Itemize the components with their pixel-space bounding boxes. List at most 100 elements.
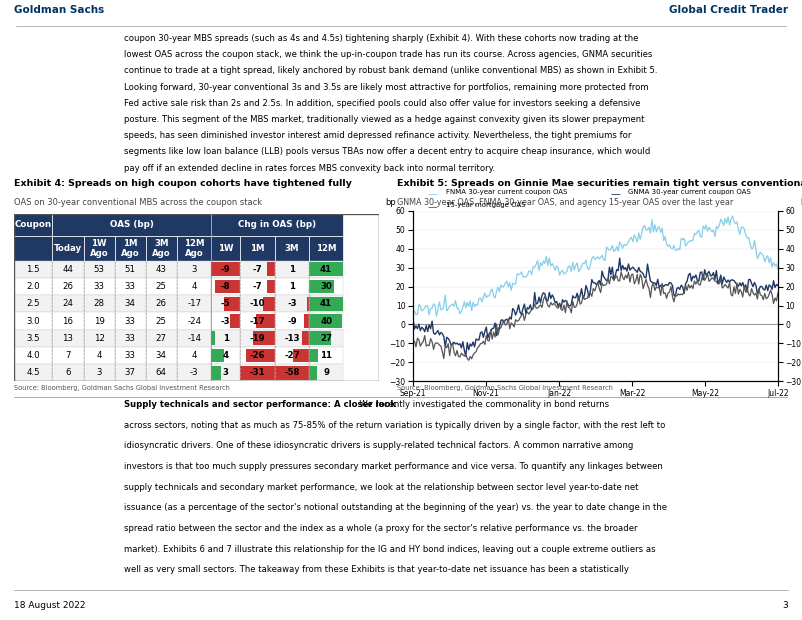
Text: -58: -58	[284, 368, 300, 377]
Text: -17: -17	[249, 317, 265, 326]
Bar	[310, 278, 342, 295]
Text: Global Credit Trader: Global Credit Trader	[669, 5, 788, 15]
Text: 27: 27	[320, 334, 332, 343]
Bar	[215, 280, 240, 293]
Text: -10: -10	[249, 299, 265, 308]
Text: 3: 3	[782, 601, 788, 610]
Bar	[274, 364, 310, 381]
Bar	[267, 262, 274, 277]
Text: investors is that too much supply pressures secondary market performance and vic: investors is that too much supply pressu…	[124, 462, 663, 471]
Bar	[212, 348, 224, 362]
Bar	[146, 261, 176, 278]
Bar	[240, 364, 274, 381]
Text: OAS (bp): OAS (bp)	[110, 220, 154, 229]
Bar	[274, 236, 310, 261]
Bar	[212, 295, 240, 312]
Bar	[274, 312, 310, 330]
Bar	[14, 364, 52, 381]
Text: spread ratio between the sector and the index as a whole (a proxy for the sector: spread ratio between the sector and the …	[124, 524, 638, 533]
Text: 9: 9	[323, 368, 329, 377]
Bar	[52, 330, 83, 347]
Bar	[310, 348, 318, 362]
Bar	[274, 261, 310, 278]
Text: 7: 7	[65, 351, 71, 360]
Text: -3: -3	[287, 299, 297, 308]
Bar	[115, 278, 146, 295]
FNMA 30-year current coupon OAS	[621, 242, 630, 249]
Text: Chg in OAS (bp): Chg in OAS (bp)	[238, 220, 316, 229]
Text: Goldman Sachs: Goldman Sachs	[14, 5, 105, 15]
Bar	[294, 348, 310, 362]
Bar	[310, 295, 342, 312]
Text: posture. This segment of the MBS market, traditionally viewed as a hedge against: posture. This segment of the MBS market,…	[124, 115, 645, 124]
Bar	[310, 312, 342, 330]
Bar	[263, 297, 274, 311]
Bar	[212, 262, 240, 277]
Text: 1W: 1W	[218, 244, 233, 253]
Text: 64: 64	[156, 368, 167, 377]
Text: -17: -17	[187, 299, 201, 308]
Text: speeds, has seen diminished investor interest amid depressed refinance activity.: speeds, has seen diminished investor int…	[124, 131, 632, 140]
Text: 26: 26	[156, 299, 167, 308]
Text: 12M
Ago: 12M Ago	[184, 239, 205, 257]
Bar	[240, 330, 274, 347]
Bar	[240, 278, 274, 295]
Text: continue to trade at a tight spread, likely anchored by robust bank demand (unli: continue to trade at a tight spread, lik…	[124, 66, 658, 76]
Bar	[83, 364, 115, 381]
Line: GNMA 30-year current coupon OAS: GNMA 30-year current coupon OAS	[413, 258, 778, 356]
GNMA 30-year current coupon OAS	[561, 296, 570, 304]
Text: 33: 33	[125, 317, 136, 326]
GNMA 30-year current coupon OAS	[470, 343, 480, 351]
Bar	[52, 364, 83, 381]
Bar	[146, 295, 176, 312]
Text: 3M: 3M	[285, 244, 299, 253]
Text: 3M
Ago: 3M Ago	[152, 239, 171, 257]
Bar	[83, 312, 115, 330]
15-year mortgage OAS	[464, 356, 473, 364]
Bar	[310, 314, 342, 328]
Bar	[14, 347, 52, 364]
Bar	[83, 261, 115, 278]
Text: 51: 51	[125, 265, 136, 274]
Text: segments like low loan balance (LLB) pools versus TBAs now offer a decent entry : segments like low loan balance (LLB) poo…	[124, 148, 650, 156]
Bar	[212, 330, 240, 347]
Text: 3.0: 3.0	[26, 317, 40, 326]
Text: GNMA 30-year current coupon OAS: GNMA 30-year current coupon OAS	[628, 188, 751, 195]
Text: -3: -3	[190, 368, 198, 377]
Bar	[176, 236, 212, 261]
Bar	[310, 236, 342, 261]
Text: 13: 13	[63, 334, 74, 343]
Text: -31: -31	[249, 368, 265, 377]
GNMA 30-year current coupon OAS	[761, 281, 771, 289]
Bar	[307, 297, 310, 311]
Text: idiosyncratic drivers. One of these idiosyncratic drivers is supply-related tech: idiosyncratic drivers. One of these idio…	[124, 441, 634, 450]
Bar	[274, 278, 310, 295]
Text: -19: -19	[249, 334, 265, 343]
15-year mortgage OAS	[761, 295, 771, 303]
Text: -3: -3	[221, 317, 230, 326]
Text: -27: -27	[284, 351, 300, 360]
Text: 18 August 2022: 18 August 2022	[14, 601, 86, 610]
GNMA 30-year current coupon OAS	[663, 281, 673, 289]
Text: 1.5: 1.5	[26, 265, 40, 274]
Text: 3.5: 3.5	[26, 334, 40, 343]
Bar	[146, 312, 176, 330]
Text: —: —	[427, 188, 437, 198]
Text: lowest OAS across the coupon stack, we think the up-in-coupon trade has run its : lowest OAS across the coupon stack, we t…	[124, 50, 653, 60]
Bar	[310, 366, 317, 379]
Bar	[115, 364, 146, 381]
Text: 33: 33	[125, 282, 136, 291]
FNMA 30-year current coupon OAS	[561, 269, 570, 277]
Bar	[310, 261, 342, 278]
Bar	[176, 330, 212, 347]
Text: 2.0: 2.0	[26, 282, 40, 291]
Text: 44: 44	[63, 265, 74, 274]
Text: 4.5: 4.5	[26, 368, 40, 377]
Text: Supply technicals and sector performance: A closer look: Supply technicals and sector performance…	[124, 400, 396, 409]
Text: 33: 33	[125, 334, 136, 343]
Text: 30: 30	[320, 282, 332, 291]
Bar	[253, 331, 274, 345]
FNMA 30-year current coupon OAS	[662, 240, 671, 247]
Bar	[83, 330, 115, 347]
FNMA 30-year current coupon OAS	[431, 312, 441, 320]
